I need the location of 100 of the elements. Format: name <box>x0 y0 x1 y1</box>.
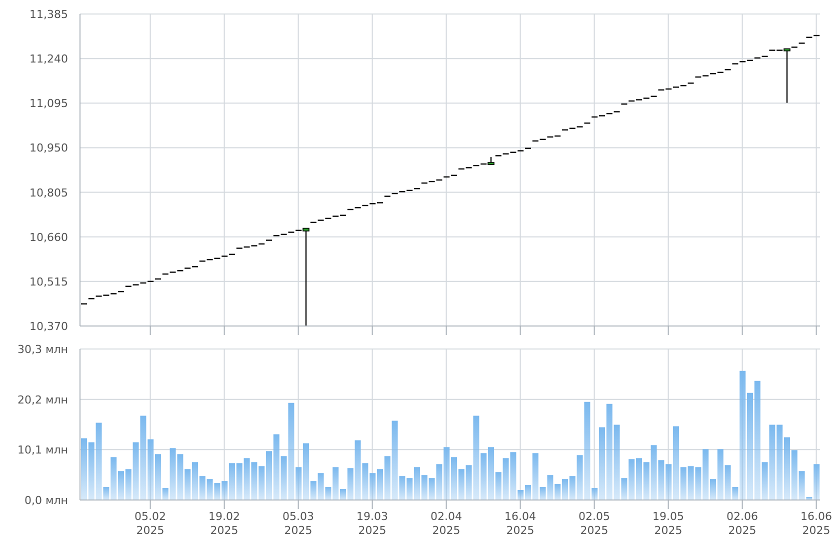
bar <box>798 471 805 500</box>
bar <box>628 459 635 500</box>
bar <box>81 438 87 500</box>
bar <box>666 464 672 500</box>
bar <box>724 465 731 500</box>
bar <box>518 490 524 500</box>
y-tick-label: 10,1 млн <box>17 444 68 457</box>
bar <box>740 370 746 500</box>
bar <box>332 467 339 500</box>
bar <box>96 422 102 500</box>
x-tick-label: 19.02 2025 <box>208 510 240 537</box>
y-tick-label: 30,3 млн <box>17 343 68 356</box>
bar <box>769 424 776 500</box>
bar <box>347 468 354 500</box>
bar <box>791 450 798 500</box>
bar <box>502 458 509 500</box>
bar <box>229 463 235 500</box>
bar <box>451 457 457 500</box>
y-tick-label: 10,660 <box>30 230 68 244</box>
bar <box>784 437 790 500</box>
bar <box>614 424 620 500</box>
bar <box>562 479 568 500</box>
bar <box>177 454 184 500</box>
bar <box>466 465 472 500</box>
bar <box>399 476 406 500</box>
bar <box>510 452 516 500</box>
bar <box>747 392 753 500</box>
x-tick-label: 02.04 2025 <box>430 510 462 537</box>
bar <box>599 427 605 500</box>
bar <box>576 455 583 500</box>
bar <box>362 463 368 500</box>
bar <box>244 458 250 500</box>
bar <box>266 451 272 500</box>
bar <box>303 443 309 500</box>
bar <box>280 456 287 500</box>
bar <box>458 469 464 500</box>
bar <box>88 442 94 500</box>
bar <box>444 447 450 500</box>
bar <box>569 476 576 500</box>
bar <box>532 453 538 500</box>
x-tick-label: 16.06 2025 <box>800 510 832 537</box>
bar <box>414 467 420 500</box>
bar <box>621 478 628 500</box>
bar <box>288 402 294 500</box>
bar <box>199 476 206 500</box>
y-tick-label: 10,515 <box>30 275 68 288</box>
bar <box>192 462 198 500</box>
bar <box>547 475 554 500</box>
bar <box>525 485 531 500</box>
bar <box>258 466 265 500</box>
bar <box>428 478 435 500</box>
bar <box>495 472 502 500</box>
bar <box>658 460 664 500</box>
x-tick-label: 02.05 2025 <box>578 510 610 537</box>
bar <box>673 426 679 500</box>
y-tick-label: 10,805 <box>30 186 68 200</box>
bar <box>814 464 820 500</box>
bar <box>762 462 768 500</box>
bar <box>584 402 590 500</box>
bar <box>392 420 398 500</box>
bar <box>754 380 760 500</box>
x-tick-label: 05.03 2025 <box>282 510 314 537</box>
x-tick-label: 02.06 2025 <box>726 510 758 537</box>
bar <box>540 487 546 500</box>
bar <box>318 473 324 500</box>
bar <box>680 467 686 500</box>
bar <box>606 404 612 500</box>
bar <box>132 442 139 500</box>
bar <box>273 434 280 500</box>
bar <box>214 483 220 500</box>
y-tick-label: 11,095 <box>30 97 68 110</box>
y-tick-label: 0,0 млн <box>24 494 68 507</box>
bar <box>162 488 168 500</box>
bar <box>236 463 242 500</box>
bar <box>325 487 332 500</box>
bar <box>251 462 258 500</box>
bar <box>473 416 480 500</box>
x-tick-label: 05.02 2025 <box>134 510 166 537</box>
bar <box>636 458 642 500</box>
bar <box>140 416 146 500</box>
bar <box>340 489 346 500</box>
bar <box>384 456 390 500</box>
bar <box>354 440 361 500</box>
bar <box>554 484 561 500</box>
bar <box>688 466 694 500</box>
bar <box>592 488 598 500</box>
bar <box>184 469 191 500</box>
bar <box>310 481 316 500</box>
y-tick-label: 10,370 <box>30 320 68 333</box>
x-tick-label: 19.05 2025 <box>652 510 684 537</box>
bar <box>118 471 124 500</box>
bar <box>155 454 161 500</box>
bar <box>488 447 494 500</box>
bar <box>125 469 132 500</box>
bar <box>732 487 738 500</box>
bar <box>717 449 724 500</box>
bar <box>296 467 302 500</box>
bar <box>206 479 213 500</box>
bar <box>480 453 487 500</box>
bar <box>421 475 428 500</box>
